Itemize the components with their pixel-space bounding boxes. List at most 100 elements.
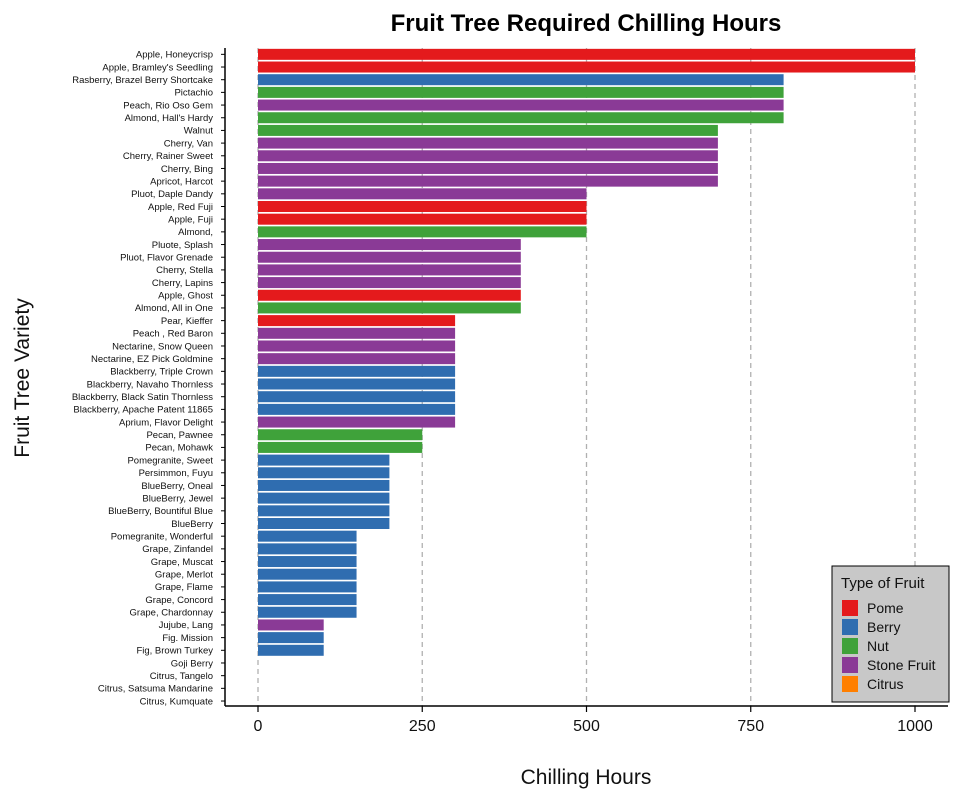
category-label-1: Apple, Bramley's Seedling	[102, 62, 213, 73]
category-label-15: Pluote, Splash	[152, 240, 213, 251]
bar-30	[258, 429, 423, 441]
legend-label-3: Stone Fruit	[867, 657, 936, 673]
category-label-2: Rasberry, Brazel Berry Shortcake	[72, 75, 213, 86]
category-label-24: Nectarine, EZ Pick Goldmine	[91, 354, 213, 365]
bar-35	[258, 492, 390, 504]
bar-12	[258, 201, 587, 212]
bar-24	[258, 353, 456, 365]
x-tick-label-1000: 1000	[897, 718, 933, 735]
category-label-42: Grape, Flame	[155, 582, 213, 593]
bar-46	[258, 632, 324, 644]
legend-swatch-4	[842, 676, 858, 692]
category-label-23: Nectarine, Snow Queen	[112, 341, 213, 352]
legend-swatch-0	[842, 600, 858, 616]
category-label-9: Cherry, Bing	[161, 164, 213, 175]
category-label-37: BlueBerry	[171, 519, 213, 530]
y-axis-title: Fruit Tree Variety	[11, 298, 34, 458]
category-label-35: BlueBerry, Jewel	[142, 493, 213, 504]
bar-40	[258, 556, 357, 568]
category-label-30: Pecan, Pawnee	[146, 430, 213, 441]
x-tick-label-250: 250	[409, 718, 436, 735]
legend-label-1: Berry	[867, 619, 900, 635]
category-label-31: Pecan, Mohawk	[145, 443, 213, 454]
bar-32	[258, 454, 390, 466]
bar-43	[258, 594, 357, 606]
legend-title: Type of Fruit	[841, 575, 925, 592]
category-label-25: Blackberry, Triple Crown	[110, 367, 213, 378]
category-label-33: Persimmon, Fuyu	[139, 468, 213, 479]
bars	[258, 48, 915, 656]
bar-42	[258, 581, 357, 593]
category-label-45: Jujube, Lang	[159, 620, 213, 631]
x-axis-title: Chilling Hours	[521, 766, 652, 789]
bar-8	[258, 150, 718, 162]
category-label-3: Pictachio	[174, 88, 213, 99]
bar-15	[258, 239, 521, 251]
bar-38	[258, 530, 357, 542]
bar-21	[258, 315, 456, 327]
category-label-7: Cherry, Van	[164, 138, 213, 149]
bar-20	[258, 302, 521, 314]
category-label-13: Apple, Fuji	[168, 214, 213, 225]
bar-29	[258, 416, 456, 428]
bar-41	[258, 568, 357, 580]
category-label-21: Pear, Kieffer	[161, 316, 213, 327]
category-label-49: Citrus, Tangelo	[150, 671, 213, 682]
bar-33	[258, 467, 390, 479]
category-label-28: Blackberry, Apache Patent 11865	[73, 405, 213, 416]
category-label-46: Fig. Mission	[162, 633, 213, 644]
category-label-43: Grape, Concord	[145, 595, 213, 606]
category-label-0: Apple, Honeycrisp	[136, 50, 213, 61]
category-label-22: Peach , Red Baron	[133, 329, 213, 340]
bar-39	[258, 543, 357, 555]
category-label-6: Walnut	[184, 126, 214, 137]
legend-label-4: Citrus	[867, 676, 904, 692]
category-label-19: Apple, Ghost	[158, 291, 213, 302]
bar-17	[258, 264, 521, 276]
x-tick-label-750: 750	[737, 718, 764, 735]
x-tick-label-0: 0	[254, 718, 263, 735]
category-label-18: Cherry, Lapins	[152, 278, 213, 289]
category-label-34: BlueBerry, Oneal	[141, 481, 213, 492]
bar-7	[258, 137, 718, 149]
x-axis-ticks: 0 250 500 750 1000	[254, 706, 933, 735]
category-label-8: Cherry, Rainer Sweet	[123, 151, 213, 162]
category-label-14: Almond,	[178, 227, 213, 238]
category-label-41: Grape, Merlot	[155, 570, 213, 581]
bar-0	[258, 48, 915, 60]
bar-37	[258, 518, 390, 529]
legend-label-0: Pome	[867, 600, 904, 616]
bar-26	[258, 378, 456, 390]
bar-44	[258, 606, 357, 618]
bar-11	[258, 188, 587, 200]
bar-34	[258, 479, 390, 491]
category-label-36: BlueBerry, Bountiful Blue	[108, 506, 213, 517]
category-label-39: Grape, Zinfandel	[142, 544, 213, 555]
category-label-47: Fig, Brown Turkey	[136, 646, 213, 657]
category-label-29: Aprium, Flavor Delight	[119, 417, 213, 428]
legend-label-2: Nut	[867, 638, 889, 654]
bar-45	[258, 619, 324, 631]
category-label-50: Citrus, Satsuma Mandarine	[98, 684, 213, 695]
category-label-10: Apricot, Harcot	[150, 176, 213, 187]
category-label-44: Grape, Chardonnay	[130, 608, 214, 619]
category-label-16: Pluot, Flavor Grenade	[120, 253, 213, 264]
legend-swatch-3	[842, 657, 858, 673]
bar-28	[258, 403, 456, 415]
bar-22	[258, 327, 456, 339]
bar-1	[258, 61, 915, 73]
category-label-20: Almond, All in One	[135, 303, 213, 314]
bar-27	[258, 391, 456, 403]
category-label-27: Blackberry, Black Satin Thornless	[72, 392, 213, 403]
category-label-17: Cherry, Stella	[156, 265, 214, 276]
legend: Type of Fruit Pome Berry Nut Stone Fruit Cit…	[831, 565, 950, 703]
bar-14	[258, 226, 587, 238]
category-label-5: Almond, Hall's Hardy	[125, 113, 214, 124]
bar-6	[258, 124, 718, 136]
bar-23	[258, 340, 456, 352]
category-label-12: Apple, Red Fuji	[148, 202, 213, 213]
category-label-32: Pomegranite, Sweet	[127, 455, 213, 466]
